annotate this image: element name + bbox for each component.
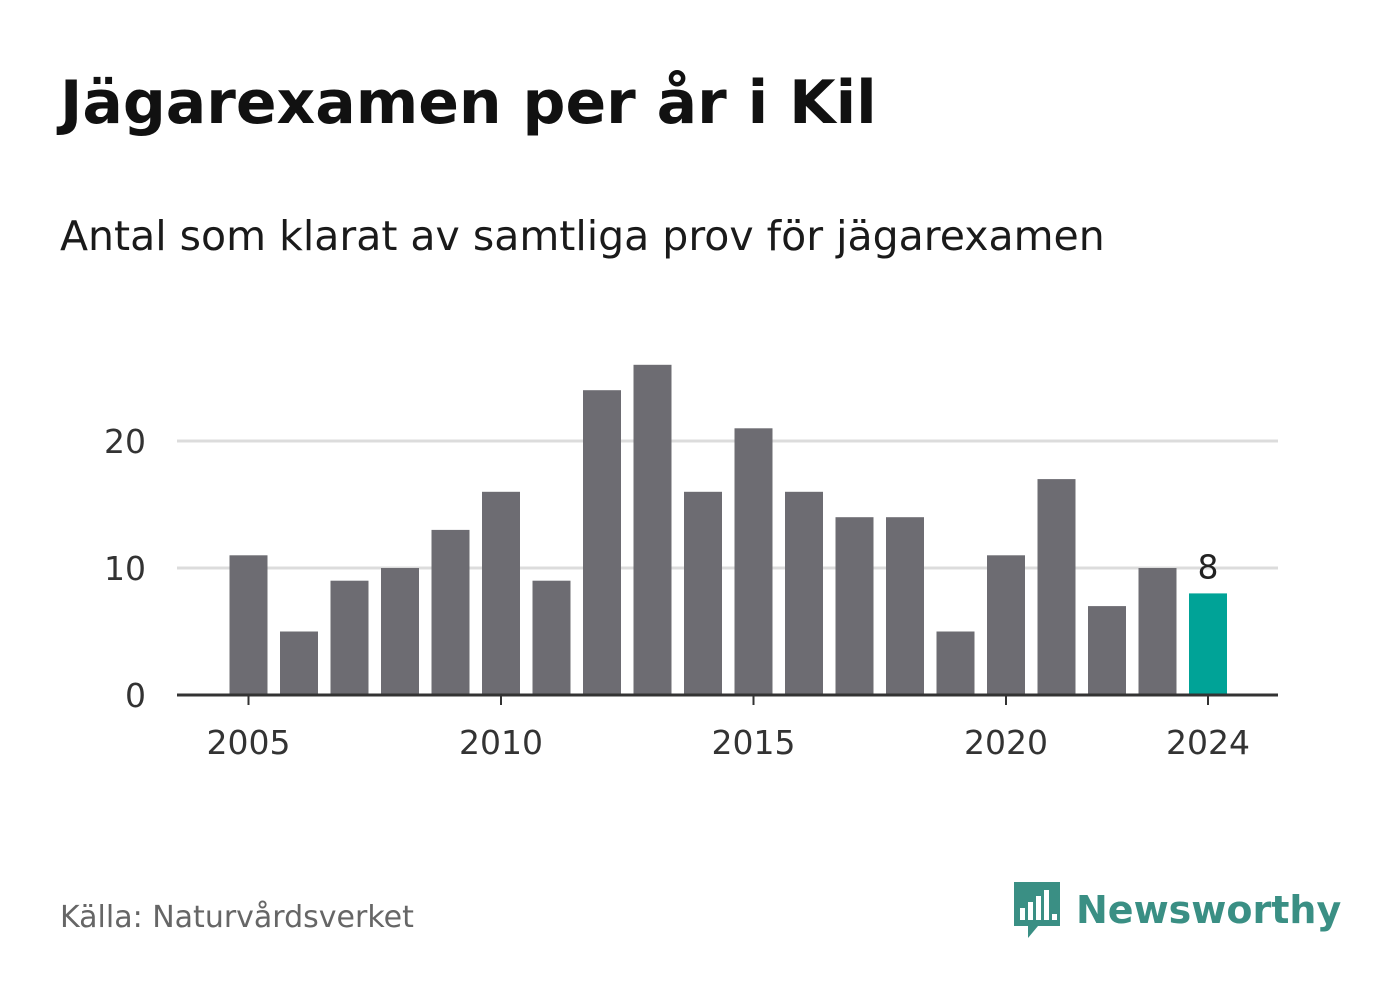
bar-2010 <box>482 491 520 695</box>
bar-2019 <box>936 631 975 695</box>
bar-2021 <box>1037 479 1076 695</box>
bar-2012 <box>583 390 621 695</box>
y-tick-label-20: 20 <box>104 422 146 461</box>
bar-2015 <box>734 428 773 695</box>
bar-2005 <box>229 555 268 695</box>
bar-2016 <box>785 491 823 695</box>
y-tick-label-10: 10 <box>104 549 146 588</box>
bar-2011 <box>532 580 571 695</box>
bar-2020 <box>987 555 1025 695</box>
bar-chart: 0 10 20 8 2005 2010 2015 2020 2024 <box>104 364 1278 762</box>
labels: 0 10 20 8 2005 2010 2015 2020 2024 <box>104 422 1250 762</box>
x-tick-label-2024: 2024 <box>1166 723 1250 762</box>
y-tick-label-0: 0 <box>125 676 146 715</box>
bar-2024 <box>1189 593 1227 695</box>
bar-2023 <box>1138 568 1177 695</box>
bar-2009 <box>431 529 470 695</box>
x-tick-label-2010: 2010 <box>459 723 543 762</box>
axes <box>177 693 1278 705</box>
bar-2014 <box>684 491 722 695</box>
bar-2022 <box>1088 606 1126 695</box>
bar-2008 <box>381 568 419 695</box>
source-note: Källa: Naturvårdsverket <box>60 900 414 935</box>
brand-logo: Newsworthy <box>1012 880 1341 940</box>
x-tick-label-2020: 2020 <box>964 723 1048 762</box>
gridlines <box>177 439 1278 570</box>
chart-title: Jägarexamen per år i Kil <box>60 68 877 138</box>
brand-name: Newsworthy <box>1076 888 1342 932</box>
data-label-2024: 8 <box>1198 547 1219 586</box>
bar-2006 <box>280 631 318 695</box>
chart-subtitle: Antal som klarat av samtliga prov för jä… <box>60 212 1105 260</box>
x-tick-label-2015: 2015 <box>712 723 796 762</box>
bar-2007 <box>330 580 369 695</box>
bars <box>229 364 1227 695</box>
bar-2017 <box>835 517 874 695</box>
x-tick-label-2005: 2005 <box>207 723 291 762</box>
bar-2018 <box>886 517 924 695</box>
bar-2013 <box>633 364 672 695</box>
newsworthy-logo-icon <box>1014 882 1060 938</box>
